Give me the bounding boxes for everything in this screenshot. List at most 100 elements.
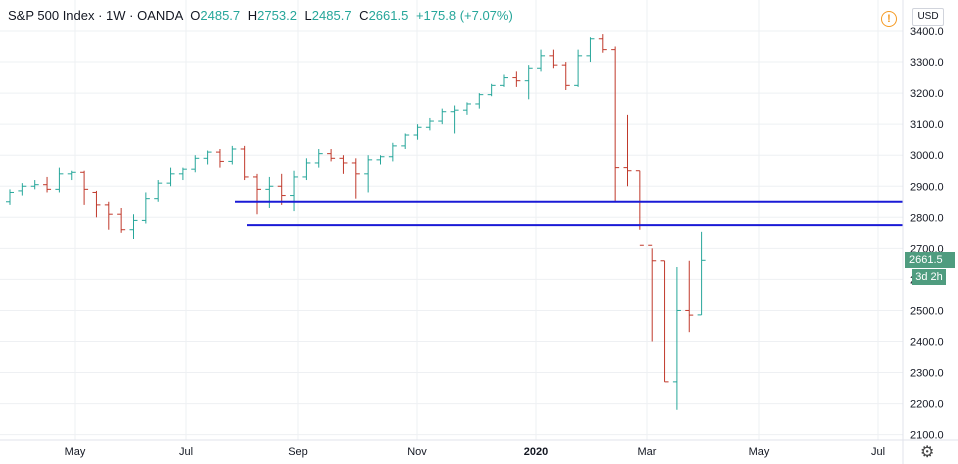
currency-label[interactable]: USD xyxy=(912,8,944,26)
price-tick-label: 2100.0 xyxy=(910,430,944,442)
ohlc-bar xyxy=(598,34,607,53)
price-tick-label: 3000.0 xyxy=(910,150,944,162)
ohlc-bar xyxy=(413,124,422,140)
ohlc-bar xyxy=(376,155,385,165)
open-value: 2485.7 xyxy=(200,8,241,23)
ohlc-bar xyxy=(549,49,558,69)
grid xyxy=(0,0,903,440)
ohlc-bar xyxy=(425,117,434,131)
ohlc-bar xyxy=(117,207,126,233)
ohlc-bar xyxy=(339,155,348,174)
ohlc-bar xyxy=(524,65,533,100)
ohlc-bar xyxy=(191,155,200,173)
time-axis[interactable]: May Jul Sep Nov 2020 Mar May Jul xyxy=(65,446,885,458)
price-tick-label: 2900.0 xyxy=(910,181,944,193)
ohlc-bar xyxy=(685,260,694,333)
ohlc-bars xyxy=(6,34,706,410)
low-label: L xyxy=(304,8,312,23)
price-tick-label: 2200.0 xyxy=(910,399,944,411)
ohlc-bar xyxy=(660,260,669,383)
ohlc-bar xyxy=(277,173,286,205)
ohlc-bar xyxy=(574,49,583,87)
ohlc-bar xyxy=(154,180,163,202)
ohlc-bar xyxy=(265,176,274,208)
ohlc-bar xyxy=(240,145,249,181)
chart-legend: S&P 500 Index · 1W · OANDA O2485.7 H2753… xyxy=(8,8,513,23)
price-tick-label: 2300.0 xyxy=(910,368,944,380)
close-value: 2661.5 xyxy=(368,8,409,23)
ohlc-bar xyxy=(672,266,681,410)
price-tick-label: 2500.0 xyxy=(910,305,944,317)
close-label: C xyxy=(359,8,369,23)
ohlc-bar xyxy=(302,158,311,181)
time-tick-label: Mar xyxy=(638,446,657,458)
settings-gear-icon[interactable]: ⚙ xyxy=(920,444,935,461)
time-tick-label: Nov xyxy=(407,446,427,458)
price-tick-label: 3300.0 xyxy=(910,57,944,69)
ohlc-bar xyxy=(67,170,76,181)
ohlc-bar xyxy=(500,74,508,87)
price-tick-label: 2400.0 xyxy=(910,337,944,349)
ohlc-bar xyxy=(450,105,459,134)
ohlc-bar xyxy=(561,62,570,90)
ohlc-bar xyxy=(487,83,496,97)
price-tick-label: 3200.0 xyxy=(910,88,944,100)
price-tick-label: 3400.0 xyxy=(910,26,944,38)
ohlc-bar xyxy=(327,148,336,162)
ohlc-bar xyxy=(30,180,39,190)
horizontal-lines[interactable] xyxy=(235,200,903,227)
ohlc-bar xyxy=(215,148,224,168)
time-tick-label: May xyxy=(749,446,770,458)
ohlc-bar xyxy=(364,155,373,193)
ohlc-bar xyxy=(104,201,113,230)
ohlc-bar xyxy=(351,158,360,199)
ohlc-bar xyxy=(314,148,323,168)
price-tick-label: 2800.0 xyxy=(910,212,944,224)
last-price-tag: 2661.5 xyxy=(905,252,955,268)
ohlc-bar xyxy=(438,108,447,125)
ohlc-bar xyxy=(401,133,410,149)
ohlc-bar xyxy=(586,37,595,63)
ohlc-bar xyxy=(178,167,187,181)
ohlc-bar xyxy=(166,167,175,187)
ohlc-bar xyxy=(475,93,484,109)
ohlc-bar xyxy=(648,244,657,342)
ohlc-bar xyxy=(55,167,64,193)
high-value: 2753.2 xyxy=(257,8,297,23)
ohlc-bar xyxy=(512,71,521,87)
ohlc-bar xyxy=(92,190,101,218)
ohlc-bar xyxy=(43,176,52,193)
change-value: +175.8 (+7.07%) xyxy=(415,8,513,23)
high-label: H xyxy=(247,8,258,23)
ohlc-bar xyxy=(80,170,89,205)
ohlc-bar xyxy=(537,49,546,72)
countdown-tag: 3d 2h xyxy=(912,269,946,285)
warning-icon[interactable]: ! xyxy=(881,11,897,27)
ohlc-bar xyxy=(141,192,150,224)
time-tick-label: Sep xyxy=(288,446,308,458)
ohlc-bar xyxy=(228,145,237,165)
time-tick-label: Jul xyxy=(179,446,193,458)
low-value: 2485.7 xyxy=(311,8,352,23)
ohlc-bar xyxy=(388,142,397,162)
ohlc-bar xyxy=(129,214,138,240)
ohlc-bar xyxy=(253,173,261,215)
price-tick-label: 3100.0 xyxy=(910,119,944,131)
symbol-title[interactable]: S&P 500 Index · 1W · OANDA xyxy=(8,8,183,23)
ohlc-bar xyxy=(611,46,620,202)
ohlc-bar xyxy=(6,189,14,205)
time-tick-label: Jul xyxy=(871,446,885,458)
ohlc-bar xyxy=(462,102,471,115)
ohlc-bar xyxy=(635,170,644,246)
ohlc-bar xyxy=(290,170,299,212)
open-label: O xyxy=(190,8,201,23)
ohlc-bar xyxy=(623,114,632,187)
ohlc-bar xyxy=(18,183,27,196)
price-axis[interactable]: 2100.02200.02300.02400.02500.02600.02700… xyxy=(910,26,944,442)
time-tick-label: 2020 xyxy=(524,446,548,458)
ohlc-bar xyxy=(203,150,212,165)
ohlc-bar xyxy=(697,231,706,316)
time-tick-label: May xyxy=(65,446,86,458)
